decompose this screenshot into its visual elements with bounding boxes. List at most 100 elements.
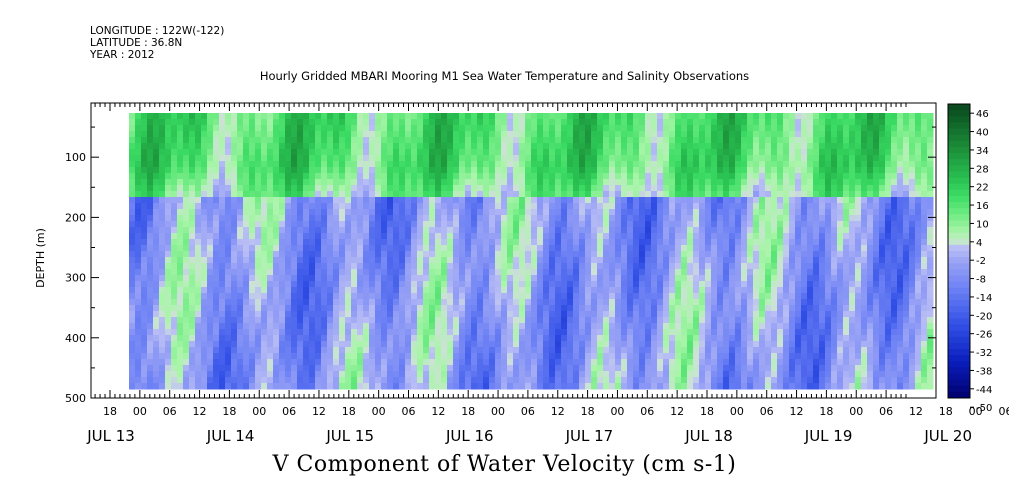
heat-cell xyxy=(477,233,484,240)
heat-cell xyxy=(477,299,484,306)
heat-cell xyxy=(345,161,352,168)
heat-cell xyxy=(717,287,724,294)
heat-cell xyxy=(657,323,664,330)
heat-cell xyxy=(555,269,562,276)
heat-cell xyxy=(429,347,436,354)
heat-cell xyxy=(213,245,220,252)
heat-cell xyxy=(465,251,472,258)
heat-cell xyxy=(459,365,466,372)
heat-cell xyxy=(555,323,562,330)
heat-cell xyxy=(207,227,214,234)
heat-cell xyxy=(297,317,304,324)
heat-cell xyxy=(477,197,484,204)
heat-cell xyxy=(459,323,466,330)
heat-cell xyxy=(147,131,154,138)
heat-cell xyxy=(261,383,268,390)
heat-cell xyxy=(387,353,394,360)
heat-cell xyxy=(663,245,670,252)
heat-cell xyxy=(393,125,400,132)
heat-cell xyxy=(483,275,490,282)
heat-cell xyxy=(399,281,406,288)
heat-cell xyxy=(531,209,538,216)
heat-cell xyxy=(609,197,616,204)
heat-cell xyxy=(177,185,184,192)
heat-cell xyxy=(243,119,250,126)
heat-cell xyxy=(219,185,226,192)
heat-cell xyxy=(741,341,748,348)
heat-cell xyxy=(339,221,346,228)
heat-cell xyxy=(333,161,340,168)
heat-cell xyxy=(777,215,784,222)
heat-cell xyxy=(639,119,646,126)
heat-cell xyxy=(453,329,460,336)
heat-cell xyxy=(747,179,754,186)
heat-cell xyxy=(507,341,514,348)
heat-cell xyxy=(411,281,418,288)
heat-cell xyxy=(477,143,484,150)
heat-cell xyxy=(171,131,178,138)
heat-cell xyxy=(267,173,274,180)
heat-cell xyxy=(453,341,460,348)
heat-cell xyxy=(339,125,346,132)
heat-cell xyxy=(459,155,466,162)
heat-cell xyxy=(561,383,568,390)
heat-cell xyxy=(663,161,670,168)
heat-cell xyxy=(531,257,538,264)
heat-cell xyxy=(303,203,310,210)
heat-cell xyxy=(321,221,328,228)
heat-cell xyxy=(645,281,652,288)
heat-cell xyxy=(753,197,760,204)
heat-cell xyxy=(339,137,346,144)
heat-cell xyxy=(699,131,706,138)
heat-cell xyxy=(345,299,352,306)
heat-cell xyxy=(483,269,490,276)
heat-cell xyxy=(309,287,316,294)
heat-cell xyxy=(267,311,274,318)
heat-cell xyxy=(411,353,418,360)
heat-cell xyxy=(585,191,592,198)
heat-cell xyxy=(741,239,748,246)
heat-cell xyxy=(519,179,526,186)
heat-cell xyxy=(609,377,616,384)
heat-cell xyxy=(267,263,274,270)
heat-cell xyxy=(357,365,364,372)
heat-cell xyxy=(747,239,754,246)
heat-cell xyxy=(291,113,298,120)
heat-cell xyxy=(669,245,676,252)
heat-cell xyxy=(597,257,604,264)
heat-cell xyxy=(381,263,388,270)
heat-cell xyxy=(747,251,754,258)
heat-cell xyxy=(147,377,154,384)
heat-cell xyxy=(477,377,484,384)
heat-cell xyxy=(381,119,388,126)
heat-cell xyxy=(327,299,334,306)
heat-cell xyxy=(711,149,718,156)
heat-cell xyxy=(261,149,268,156)
heat-cell xyxy=(411,311,418,318)
heat-cell xyxy=(189,299,196,306)
heat-cell xyxy=(597,203,604,210)
heat-cell xyxy=(579,203,586,210)
heat-cell xyxy=(537,233,544,240)
heat-cell xyxy=(615,347,622,354)
heat-cell xyxy=(609,125,616,132)
heat-cell xyxy=(759,371,766,378)
heat-cell xyxy=(777,233,784,240)
heat-cell xyxy=(447,257,454,264)
heat-cell xyxy=(345,167,352,174)
heat-cell xyxy=(723,257,730,264)
heat-cell xyxy=(303,287,310,294)
heat-cell xyxy=(219,347,226,354)
heat-cell xyxy=(663,185,670,192)
heat-cell xyxy=(747,185,754,192)
heat-cell xyxy=(165,281,172,288)
heat-cell xyxy=(735,263,742,270)
heat-cell xyxy=(615,377,622,384)
heat-cell xyxy=(447,245,454,252)
heat-cell xyxy=(555,287,562,294)
heat-cell xyxy=(573,227,580,234)
heat-cell xyxy=(195,221,202,228)
heat-cell xyxy=(549,245,556,252)
heat-cell xyxy=(345,371,352,378)
heat-cell xyxy=(375,173,382,180)
